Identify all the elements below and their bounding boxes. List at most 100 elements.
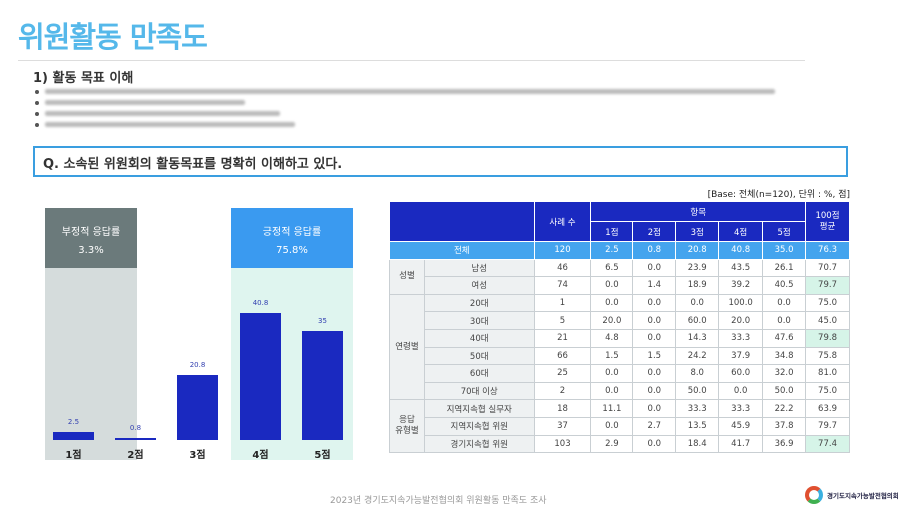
category-label: 1점 (65, 450, 82, 461)
cell: 4.8 (590, 328, 634, 348)
cell: 50.0 (762, 381, 807, 401)
cell: 0.0 (762, 293, 807, 313)
section-heading: 1) 활동 목표 이해 (33, 71, 134, 86)
cell: 2 (533, 381, 592, 401)
cell: 81.0 (805, 364, 850, 383)
cell: 20.0 (590, 311, 634, 330)
footer-text: 2023년 경기도지속가능발전협의회 위원활동 만족도 조사 (330, 496, 547, 506)
cell: 22.2 (762, 399, 807, 418)
cell: 46 (533, 258, 592, 278)
cell: 18.4 (675, 434, 720, 454)
table-row: 성별 남성 46 6.5 0.0 23.9 43.5 26.1 70.7 (389, 258, 850, 295)
cell: 0.0 (632, 328, 677, 348)
cell: 41.7 (718, 434, 764, 454)
cell: 23.9 (675, 258, 720, 278)
bar-value-label: 0.8 (129, 423, 142, 432)
cell: 50.0 (675, 381, 720, 401)
cell: 37.9 (718, 346, 764, 366)
positive-label: 긍정적 응답률 (262, 227, 322, 238)
cell: 0.0 (762, 311, 807, 330)
cell: 0.0 (632, 381, 677, 401)
row-label: 60대 (423, 364, 535, 383)
cell: 37 (533, 416, 592, 436)
base-note: [Base: 전체(n=120), 단위 : %, 점] (707, 190, 850, 200)
cell: 103 (533, 434, 592, 454)
row-label: 경기지속협 위원 (423, 434, 535, 454)
bar-1 (53, 432, 94, 440)
cell: 32.0 (762, 364, 807, 383)
cell: 20.8 (675, 241, 720, 260)
group-label: 성별 (389, 258, 425, 295)
cell: 1 (533, 293, 592, 313)
cell: 33.3 (718, 399, 764, 418)
negative-value: 3.3% (78, 245, 104, 256)
row-label: 지역지속협 실무자 (423, 399, 535, 418)
cell: 0.0 (632, 311, 677, 330)
negative-panel: 부정적 응답률 3.3% (45, 208, 137, 460)
cell: 75.8 (805, 346, 850, 366)
cell: 45.9 (718, 416, 764, 436)
logo-icon (805, 486, 823, 504)
cell: 0.0 (590, 276, 634, 295)
header-avg: 100점 평균 (805, 201, 850, 242)
cell: 79.7 (805, 276, 850, 295)
category-label: 2점 (127, 450, 144, 461)
positive-value: 75.8% (276, 245, 308, 256)
header-col: 3점 (675, 221, 720, 242)
table-row: 연령별 20대 1 0.0 0.0 0.0 100.0 0.0 75.0 (389, 293, 850, 401)
cell: 5 (533, 311, 592, 330)
cell: 76.3 (805, 241, 850, 260)
cell: 33.3 (675, 399, 720, 418)
header-col: 2점 (632, 221, 677, 242)
cell: 100.0 (718, 293, 764, 313)
cell: 47.6 (762, 328, 807, 348)
cell: 0.8 (632, 241, 677, 260)
table-row: 50대 66 1.5 1.5 24.2 37.9 34.8 75.8 (390, 346, 850, 366)
cell: 2.7 (632, 416, 677, 436)
cell: 66 (533, 346, 592, 366)
group-label: 연령별 (389, 293, 425, 401)
page-title: 위원활동 만족도 (18, 20, 208, 54)
cell: 60.0 (718, 364, 764, 383)
cell: 24.2 (675, 346, 720, 366)
cell: 70.7 (805, 258, 850, 278)
cell: 6.5 (590, 258, 634, 278)
cell: 34.8 (762, 346, 807, 366)
cell: 14.3 (675, 328, 720, 348)
header-items: 항목 (590, 201, 807, 222)
cell: 43.5 (718, 258, 764, 278)
logo-text: 경기도지속가능발전협의회 (827, 492, 899, 500)
cell: 0.0 (590, 381, 634, 401)
cell: 75.0 (805, 381, 850, 401)
cell: 40.5 (762, 276, 807, 295)
cell: 74 (533, 276, 592, 295)
table-row: 30대 5 20.0 0.0 60.0 20.0 0.0 45.0 (390, 311, 850, 330)
cell: 21 (533, 328, 592, 348)
cell: 75.0 (805, 293, 850, 313)
cell: 79.8 (805, 328, 850, 348)
cell: 60.0 (675, 311, 720, 330)
cell: 0.0 (590, 416, 634, 436)
bar-value-label: 35 (318, 317, 327, 326)
bar-5 (302, 331, 343, 440)
results-table: 사례 수 항목 100점 평균 1점 2점 3점 4점 5점 전체 120 2.5 0.8 20.8… (389, 201, 850, 454)
bar-2 (115, 437, 156, 440)
cell: 13.5 (675, 416, 720, 436)
cell: 0.0 (675, 293, 720, 313)
bar-value-label: 20.8 (189, 361, 206, 370)
cell: 0.0 (632, 364, 677, 383)
category-label: 4점 (252, 450, 269, 461)
cell: 120 (533, 241, 592, 260)
row-label: 30대 (423, 311, 535, 330)
row-label: 50대 (423, 346, 535, 366)
cell: 1.5 (590, 346, 634, 366)
cell: 1.4 (632, 276, 677, 295)
divider (18, 60, 805, 61)
bar-value-label: 40.8 (252, 299, 269, 308)
negative-label: 부정적 응답률 (61, 227, 121, 238)
table-row: 여성 74 0.0 1.4 18.9 39.2 40.5 79.7 (390, 276, 850, 295)
table-row: 지역지속협 위원 37 0.0 2.7 13.5 45.9 37.8 79.7 (390, 416, 850, 436)
cell: 18.9 (675, 276, 720, 295)
header-col: 4점 (718, 221, 764, 242)
cell: 26.1 (762, 258, 807, 278)
